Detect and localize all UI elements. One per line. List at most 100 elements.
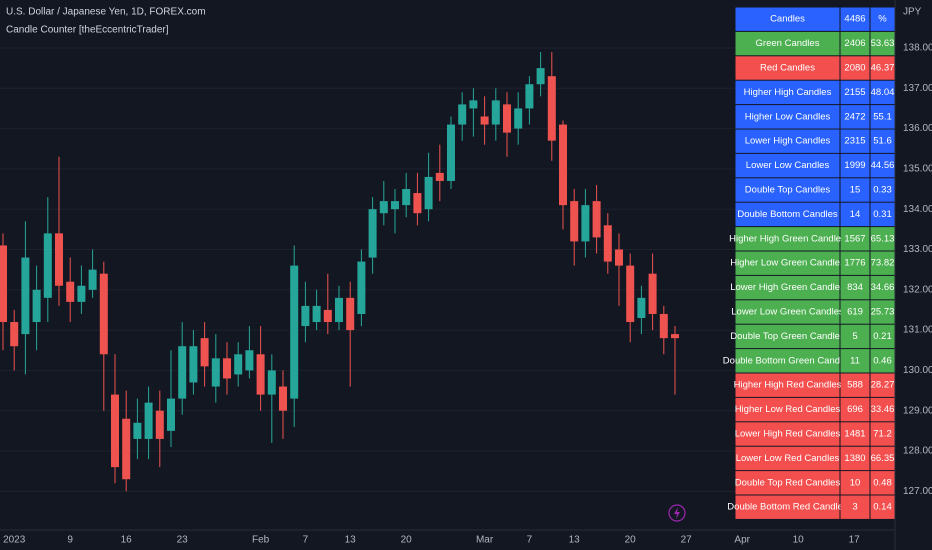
table-cell-text: 3 <box>852 502 857 513</box>
y-tick-label: 138.00 <box>903 43 932 54</box>
table-cell <box>870 373 895 397</box>
candle-body <box>447 124 455 181</box>
table-cell-text: Lower Low Green Candles <box>731 307 844 318</box>
candle-body <box>323 309 332 323</box>
candle-body <box>637 297 646 318</box>
candle-body <box>525 84 534 109</box>
table-cell <box>840 373 870 397</box>
candle-body <box>391 201 399 210</box>
candle-body <box>491 100 500 125</box>
x-tick-label: 7 <box>303 535 309 546</box>
candle-body <box>122 418 131 480</box>
table-cell-text: 5 <box>852 331 857 342</box>
table-cell <box>840 7 870 31</box>
candle-body <box>290 265 299 399</box>
x-tick-label: 10 <box>793 535 805 546</box>
lightning-icon[interactable] <box>668 504 686 522</box>
x-tick-label: 20 <box>625 535 637 546</box>
table-cell-text: Higher High Candles <box>744 87 832 98</box>
table-cell-text: 1481 <box>844 429 865 440</box>
candle-body <box>469 100 478 109</box>
table-cell-text: 51.6 <box>873 136 892 147</box>
table-cell-text: 15 <box>850 185 861 196</box>
candle-body <box>88 269 97 290</box>
table-cell-text: 48.04 <box>871 87 895 98</box>
table-cell-text: Higher Low Candles <box>745 111 831 122</box>
table-cell-text: 1380 <box>844 453 865 464</box>
candle-body <box>570 201 579 242</box>
table-cell-text: Double Bottom Red Candles <box>727 502 848 513</box>
table-cell <box>840 80 870 105</box>
table-cell <box>870 227 895 251</box>
table-cell <box>840 275 870 300</box>
table-cell <box>870 275 895 300</box>
candle-body <box>234 354 243 375</box>
candle-body <box>312 305 321 323</box>
table-cell-text: Higher High Green Candles <box>729 233 846 244</box>
candle-body <box>155 410 164 439</box>
table-cell <box>735 324 840 349</box>
axes: 127.00 128.00 129.00 130.00 131.00 132.00 133.… <box>3 43 932 546</box>
table-cell-text: Double Top Green Candles <box>730 331 845 342</box>
candle-body <box>603 225 612 262</box>
table-cell-text: Green Candles <box>756 38 820 49</box>
table-cell <box>840 422 870 446</box>
table-cell <box>735 227 840 251</box>
table-cell-text: 588 <box>847 380 863 391</box>
candle-body <box>189 346 198 383</box>
candle-body <box>99 273 108 355</box>
candle-body <box>335 297 343 323</box>
candle-body <box>66 281 75 302</box>
candle-body <box>547 76 556 141</box>
candle-body <box>21 257 30 335</box>
table-cell <box>870 80 895 105</box>
table-cell-text: Higher Low Red Candles <box>735 404 841 415</box>
table-cell <box>735 300 840 324</box>
candle-body <box>435 172 444 181</box>
table-cell <box>840 495 870 519</box>
candle-body <box>503 104 511 133</box>
y-tick-label: 135.00 <box>903 164 932 175</box>
candle-body <box>279 386 287 411</box>
table-cell <box>735 56 840 80</box>
table-cell <box>840 251 870 275</box>
table-cell-text: Double Bottom Green Candles <box>723 355 853 366</box>
candle-body <box>379 201 388 214</box>
y-tick-label: 130.00 <box>903 365 932 376</box>
candle-body <box>0 245 7 323</box>
x-tick-label: 13 <box>345 535 357 546</box>
candle-body <box>256 354 265 395</box>
candle-body <box>32 289 41 323</box>
table-cell <box>870 300 895 324</box>
table-cell <box>735 129 840 153</box>
x-tick-label: 27 <box>681 535 693 546</box>
candle-body <box>402 189 411 206</box>
y-tick-label: 133.00 <box>903 244 932 255</box>
table-cell-text: 696 <box>847 404 863 415</box>
candle-body <box>133 422 142 439</box>
table-cell <box>840 227 870 251</box>
candle-body <box>245 350 254 371</box>
table-cell-text: Lower Low Red Candles <box>736 453 840 464</box>
table-cell-text: % <box>878 14 887 25</box>
candle-body <box>659 313 668 339</box>
table-cell <box>840 56 870 80</box>
table-cell <box>735 105 840 129</box>
table-cell <box>840 105 870 129</box>
table-cell <box>840 178 870 202</box>
table-cell-text: 2080 <box>844 63 865 74</box>
table-cell <box>840 129 870 153</box>
candle-body <box>200 338 209 367</box>
x-tick-label: Feb <box>252 535 270 546</box>
candle-body <box>424 176 433 210</box>
table-cell <box>870 324 895 349</box>
candle-body <box>301 305 310 327</box>
table-cell-text: 0.14 <box>873 502 892 513</box>
candle-body <box>10 322 19 347</box>
table-cell <box>840 324 870 349</box>
candle-body <box>581 205 590 242</box>
candle-body <box>77 285 86 302</box>
table-cell <box>735 31 840 56</box>
table-cell-text: Higher Low Green Candles <box>730 258 845 269</box>
table-cell <box>735 251 840 275</box>
